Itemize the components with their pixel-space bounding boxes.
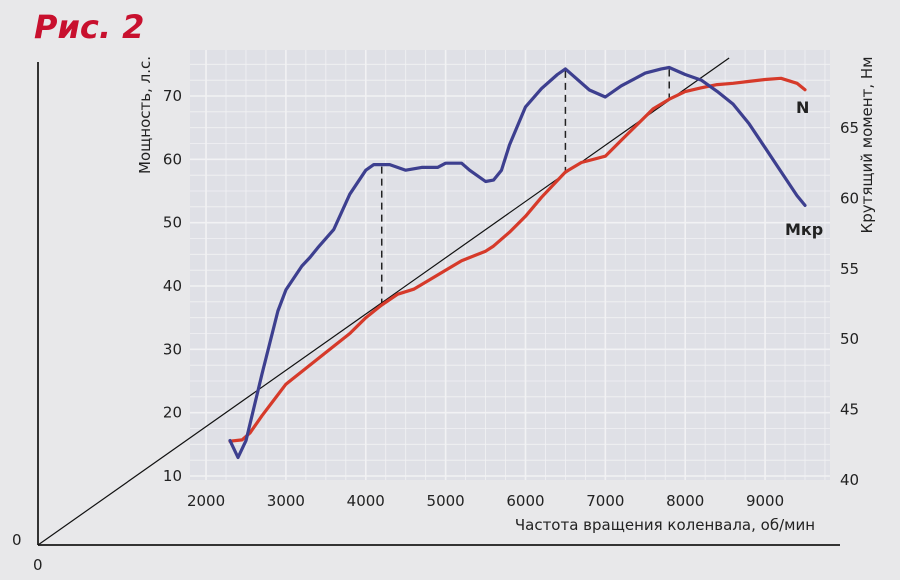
- y-right-axis-label: Крутящий момент, Нм: [858, 57, 876, 234]
- y-left-tick-label: 40: [163, 277, 182, 295]
- series-lines: [37, 57, 807, 546]
- x-tick-label: 5000: [427, 492, 465, 510]
- plot-area: [190, 50, 830, 480]
- outer-y-zero: 0: [12, 531, 22, 549]
- x-axis-label: Частота вращения коленвала, об/мин: [515, 516, 815, 534]
- x-tick-label: 2000: [187, 492, 225, 510]
- x-tick-label: 6000: [506, 492, 544, 510]
- dashed-markers: [380, 69, 670, 303]
- grid: [190, 50, 830, 480]
- y-right-tick-label: 60: [840, 189, 859, 207]
- reference-line: [37, 57, 730, 546]
- y-right-tick-label: 45: [840, 401, 859, 419]
- y-right-tick-labels: 40 45 50 55 60 65: [840, 119, 859, 489]
- y-left-tick-label: 60: [163, 150, 182, 168]
- series-label-torque: Мкр: [785, 220, 823, 239]
- y-left-tick-label: 50: [163, 214, 182, 232]
- x-tick-label: 9000: [746, 492, 784, 510]
- y-left-tick-label: 30: [163, 340, 182, 358]
- x-tick-label: 7000: [586, 492, 624, 510]
- x-tick-label: 8000: [666, 492, 704, 510]
- y-right-tick-label: 55: [840, 260, 859, 278]
- x-tick-labels: 2000 3000 4000 5000 6000 7000 8000 9000: [187, 492, 784, 510]
- outer-x-zero: 0: [33, 556, 43, 574]
- x-tick-label: 3000: [267, 492, 305, 510]
- y-right-tick-label: 50: [840, 330, 859, 348]
- outer-axes: 0 0: [12, 62, 840, 574]
- x-tick-label: 4000: [347, 492, 385, 510]
- y-right-tick-label: 65: [840, 119, 859, 137]
- y-left-tick-label: 10: [163, 467, 182, 485]
- y-left-axis-label: Мощность, л.с.: [136, 56, 154, 174]
- series-label-power: N: [796, 98, 809, 117]
- y-left-tick-label: 70: [163, 87, 182, 105]
- y-left-tick-labels: 10 20 30 40 50 60 70: [163, 87, 182, 485]
- figure-title: Рис. 2: [34, 8, 144, 46]
- y-left-tick-label: 20: [163, 404, 182, 422]
- y-right-tick-label: 40: [840, 471, 859, 489]
